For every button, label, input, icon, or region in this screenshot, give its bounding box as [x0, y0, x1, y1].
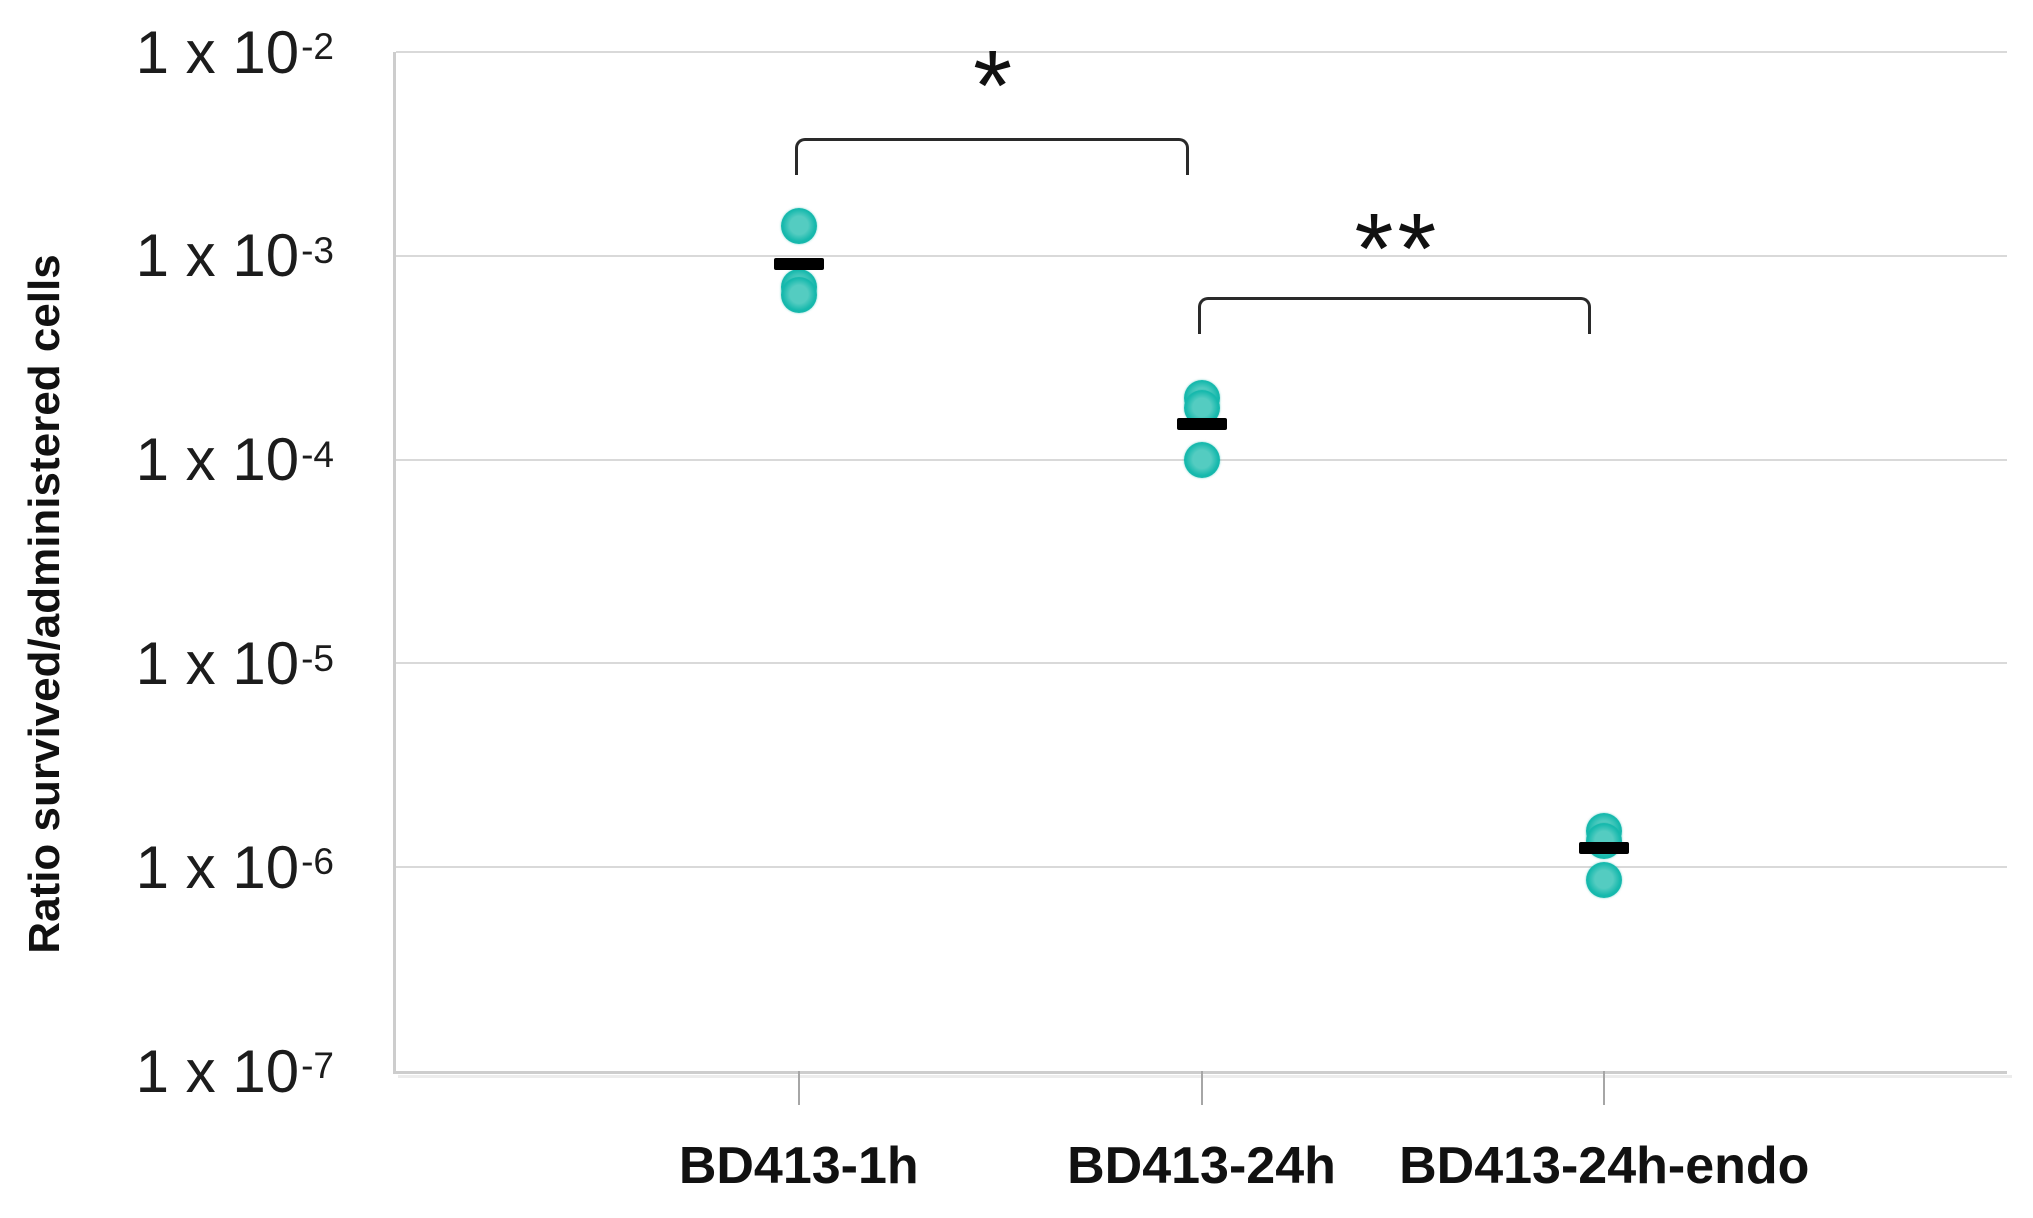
x-axis-label: BD413-1h	[678, 1137, 919, 1195]
y-tick-mantissa: 1 x 10	[135, 1037, 300, 1105]
y-tick-label: 1 x 10 -3	[0, 214, 334, 298]
y-tick-mantissa: 1 x 10	[135, 629, 300, 697]
significance-bracket	[1197, 296, 1592, 334]
mean-bar	[1579, 842, 1630, 855]
y-tick-mantissa: 1 x 10	[135, 833, 300, 901]
significance-label: *	[973, 30, 1017, 143]
gridline	[396, 254, 2007, 257]
y-tick-exponent: -3	[301, 230, 334, 271]
data-point	[1586, 861, 1623, 898]
mean-bar	[1176, 417, 1227, 430]
plot-area: * **	[393, 30, 2012, 1078]
y-tick-label: 1 x 10 -5	[0, 621, 334, 705]
significance-label: **	[1354, 193, 1441, 306]
mean-bar	[773, 258, 824, 271]
y-tick-exponent: -2	[301, 26, 334, 68]
x-axis-label: BD413-24h-endo	[1399, 1137, 1810, 1195]
y-tick-exponent: -6	[301, 841, 334, 883]
y-tick-exponent: -7	[301, 1045, 334, 1087]
gridline	[396, 662, 2007, 665]
y-tick-label: 1 x 10 -4	[0, 418, 334, 502]
x-tick	[797, 1071, 800, 1105]
y-axis-line	[393, 52, 396, 1074]
y-tick-mantissa: 1 x 10	[135, 222, 300, 290]
x-axis-label: BD413-24h	[1067, 1137, 1336, 1195]
x-axis-line	[393, 1071, 2007, 1074]
gridline	[396, 51, 2007, 53]
y-tick-label: 1 x 10 -2	[0, 10, 334, 94]
x-tick	[1200, 1071, 1203, 1105]
y-tick-exponent: -4	[301, 433, 334, 475]
x-tick	[1603, 1071, 1606, 1105]
data-point	[780, 208, 817, 245]
y-tick-label: 1 x 10 -7	[0, 1029, 334, 1113]
x-axis-line-shadow	[398, 1075, 2012, 1078]
y-tick-exponent: -5	[301, 637, 334, 679]
gridline	[396, 866, 2007, 869]
y-tick-mantissa: 1 x 10	[135, 18, 300, 86]
data-point	[780, 277, 817, 314]
significance-bracket	[794, 137, 1189, 175]
data-point	[1183, 441, 1220, 478]
y-tick-label: 1 x 10 -6	[0, 825, 334, 909]
y-tick-mantissa: 1 x 10	[135, 426, 300, 494]
